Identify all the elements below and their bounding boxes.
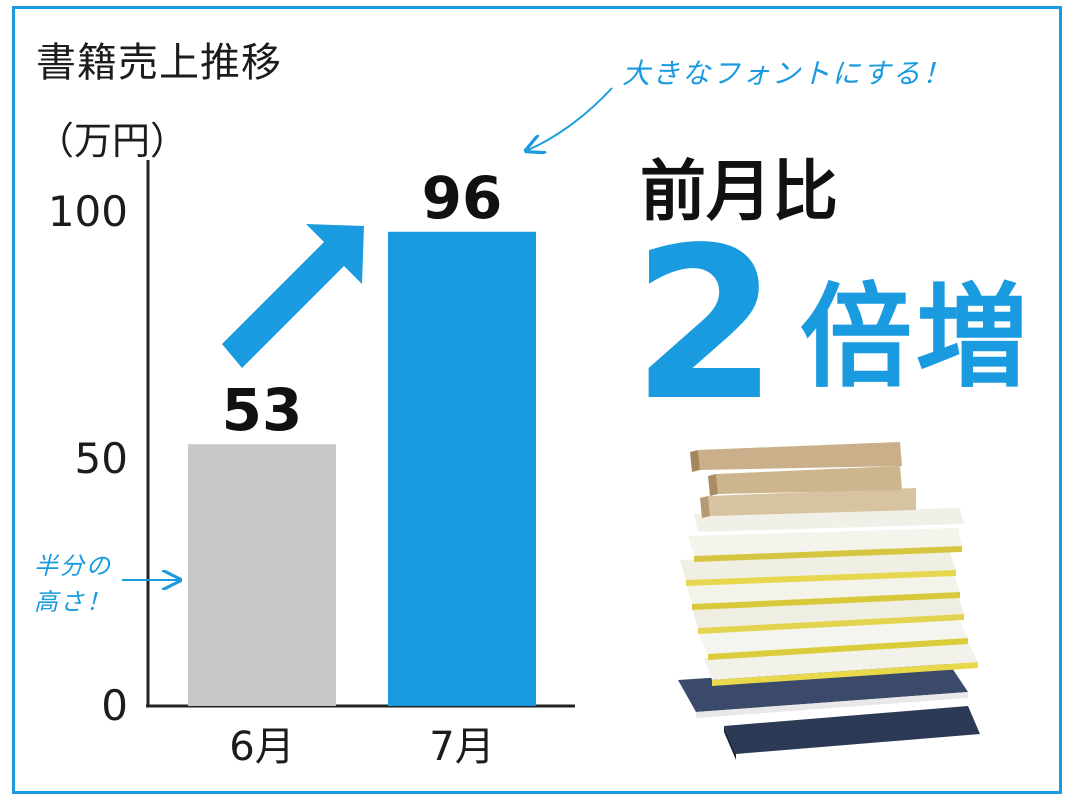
y-axis-unit: （万円） xyxy=(36,119,189,163)
month-over-month-label: 前月比 xyxy=(640,153,838,230)
half-height-note-line1: 半分の xyxy=(34,552,112,580)
y-tick-label: 100 xyxy=(48,187,128,236)
half-height-note-line2: 高さ！ xyxy=(34,588,112,616)
half-height-note: 半分の 高さ！ xyxy=(34,548,112,620)
note-arrow-top-icon xyxy=(528,87,613,150)
bar xyxy=(188,444,336,706)
big-font-note: 大きなフォントにする！ xyxy=(622,57,953,90)
up-right-arrow-icon xyxy=(222,224,364,368)
y-tick-label: 0 xyxy=(101,681,128,730)
x-category-label: 7月 xyxy=(429,724,494,770)
book-stack-icon xyxy=(678,442,980,760)
bar-value-label: 96 xyxy=(422,164,503,232)
x-category-label: 6月 xyxy=(229,724,294,770)
chart-title: 書籍売上推移 xyxy=(36,40,282,86)
bar-value-label: 53 xyxy=(222,376,303,444)
y-tick-label: 50 xyxy=(75,434,128,483)
multiplier-number: 2 xyxy=(632,202,779,447)
bar xyxy=(388,231,536,706)
multiplier-word: 倍増 xyxy=(800,273,1032,403)
